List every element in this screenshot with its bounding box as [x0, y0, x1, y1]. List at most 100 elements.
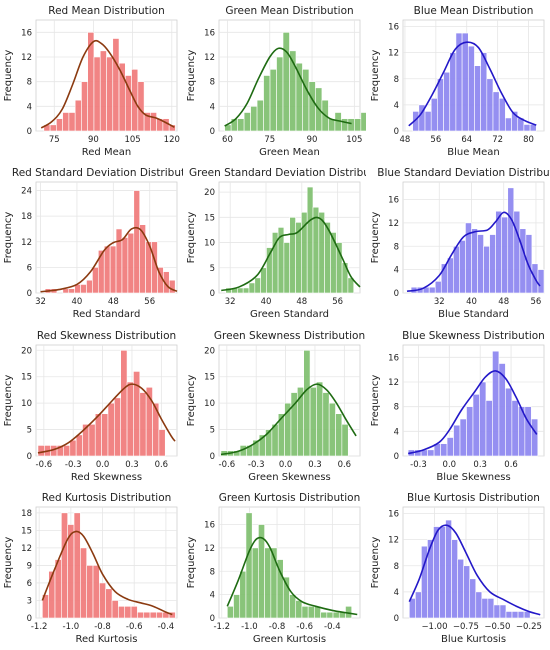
- histogram-bar: [156, 611, 164, 619]
- x-tick-label: 48: [296, 297, 307, 307]
- chart-title: Blue Mean Distribution: [414, 5, 534, 17]
- y-tick-label: 0: [394, 127, 399, 137]
- histogram-bar: [479, 381, 487, 457]
- x-tick-label: -0.3: [65, 460, 82, 470]
- x-tick-label: 60: [222, 135, 233, 145]
- histogram-bar: [168, 124, 176, 132]
- x-tick-label: 64: [461, 135, 472, 145]
- histogram-bar: [447, 257, 454, 294]
- histogram-bar: [237, 287, 244, 294]
- x-tick-label: 120: [164, 135, 180, 145]
- histogram-bar: [271, 423, 279, 457]
- histogram-bar: [492, 350, 500, 457]
- histogram-bar: [242, 287, 250, 294]
- histogram-bar: [459, 418, 467, 457]
- histogram-bar: [467, 45, 475, 132]
- histogram-bar: [443, 71, 451, 132]
- histogram-bar: [301, 606, 309, 619]
- histogram-bar: [531, 418, 539, 457]
- x-tick-label: 0.6: [504, 460, 518, 470]
- chart-title: Red Skewness Distribution: [37, 330, 176, 342]
- histogram-bar: [328, 402, 336, 457]
- histogram-bar: [453, 245, 460, 294]
- histogram-bar: [424, 111, 432, 132]
- histogram-bar: [440, 443, 448, 457]
- x-tick-label: 75: [49, 135, 60, 145]
- histogram-bar: [133, 190, 141, 294]
- x-axis-label: Blue Mean: [447, 147, 500, 158]
- chart-title: Green Mean Distribution: [225, 5, 353, 17]
- histogram-bar: [513, 210, 521, 294]
- histogram-bar: [130, 606, 138, 619]
- y-tick-label: 6: [27, 579, 32, 589]
- y-tick-label: 0: [27, 127, 32, 137]
- y-tick-label: 16: [204, 28, 215, 38]
- histogram-red-panel-0: 75 90 105 120 0 4 8 12 16 Red Mean Distribution Re…: [3, 5, 180, 158]
- y-tick-label: 15: [204, 213, 215, 223]
- histogram-bar: [245, 512, 253, 619]
- histogram-bar: [289, 594, 297, 619]
- histogram-bar: [86, 279, 93, 294]
- histogram-bar: [485, 400, 493, 457]
- histogram-bar: [295, 600, 303, 619]
- y-tick-label: 16: [388, 353, 399, 363]
- x-tick-label: 0.6: [155, 460, 169, 470]
- y-tick-label: 0: [210, 289, 215, 299]
- histogram-bar: [453, 424, 461, 457]
- histogram-bar: [80, 284, 87, 294]
- histogram-bar: [103, 245, 111, 294]
- histogram-bar: [489, 234, 496, 294]
- y-tick-label: 8: [210, 567, 215, 577]
- x-tick-label: 40: [72, 297, 83, 307]
- histogram-bar: [276, 56, 284, 132]
- histogram-bar: [487, 598, 495, 619]
- y-tick-label: 10: [204, 399, 215, 409]
- histogram-bar: [433, 526, 440, 619]
- histogram-bar: [498, 98, 506, 132]
- histogram-bar: [493, 604, 501, 619]
- y-tick-label: 8: [394, 562, 399, 572]
- x-axis-label: Red Skewness: [71, 472, 142, 483]
- histogram-bar: [507, 187, 515, 294]
- histogram-bar: [511, 400, 519, 457]
- histogram-blue-panel-11: −1.00 −0.75 −0.50 −0.25 0 4 8 12 16 Blue Kurtosis…: [370, 492, 545, 645]
- x-tick-label: -0.3: [410, 460, 427, 470]
- x-axis-label: Red Kurtosis: [76, 634, 138, 645]
- histogram-bar: [168, 279, 176, 294]
- histogram-bar: [158, 429, 166, 457]
- histogram-bar: [475, 591, 483, 619]
- histogram-bar: [523, 124, 531, 132]
- x-tick-label: -1.0: [241, 622, 258, 632]
- histogram-red-panel-9: -1.2 -1.0 -0.8 -0.6 -0.4 0 3 6 9 12 15 18 Red Kurtos…: [3, 492, 178, 645]
- y-tick-label: 4: [210, 591, 215, 601]
- y-axis-label: Frequency: [186, 212, 197, 264]
- y-tick-label: 16: [388, 196, 399, 206]
- histogram-bar: [307, 606, 315, 619]
- y-tick-label: 0: [210, 452, 215, 462]
- x-tick-label: 32: [225, 297, 236, 307]
- histogram-bar: [354, 118, 362, 132]
- chart-title: Red Standard Deviation Distribution: [12, 167, 183, 179]
- kde-curve: [221, 216, 361, 292]
- histogram-bar: [335, 413, 343, 457]
- histogram-bar: [61, 512, 68, 619]
- x-axis-label: Green Mean: [259, 147, 320, 158]
- y-axis-label: Frequency: [370, 375, 381, 427]
- y-axis-label: Frequency: [370, 537, 381, 589]
- histogram-bar: [269, 69, 277, 132]
- y-tick-label: 0: [27, 452, 32, 462]
- y-tick-label: 4: [394, 427, 399, 437]
- x-tick-label: 105: [124, 135, 140, 145]
- histogram-bar: [75, 434, 83, 457]
- histogram-bar: [434, 281, 442, 294]
- kde-curve: [408, 524, 541, 616]
- x-tick-label: 56: [531, 297, 542, 307]
- histogram-bar: [519, 228, 527, 294]
- histogram-bar: [312, 206, 320, 294]
- y-tick-label: 8: [394, 75, 399, 85]
- chart-title: Blue Skewness Distribution: [402, 330, 545, 342]
- histogram-bar: [283, 242, 291, 294]
- histogram-bar: [256, 99, 264, 132]
- x-axis-label: Blue Skewness: [436, 472, 510, 483]
- histogram-bar: [332, 611, 340, 619]
